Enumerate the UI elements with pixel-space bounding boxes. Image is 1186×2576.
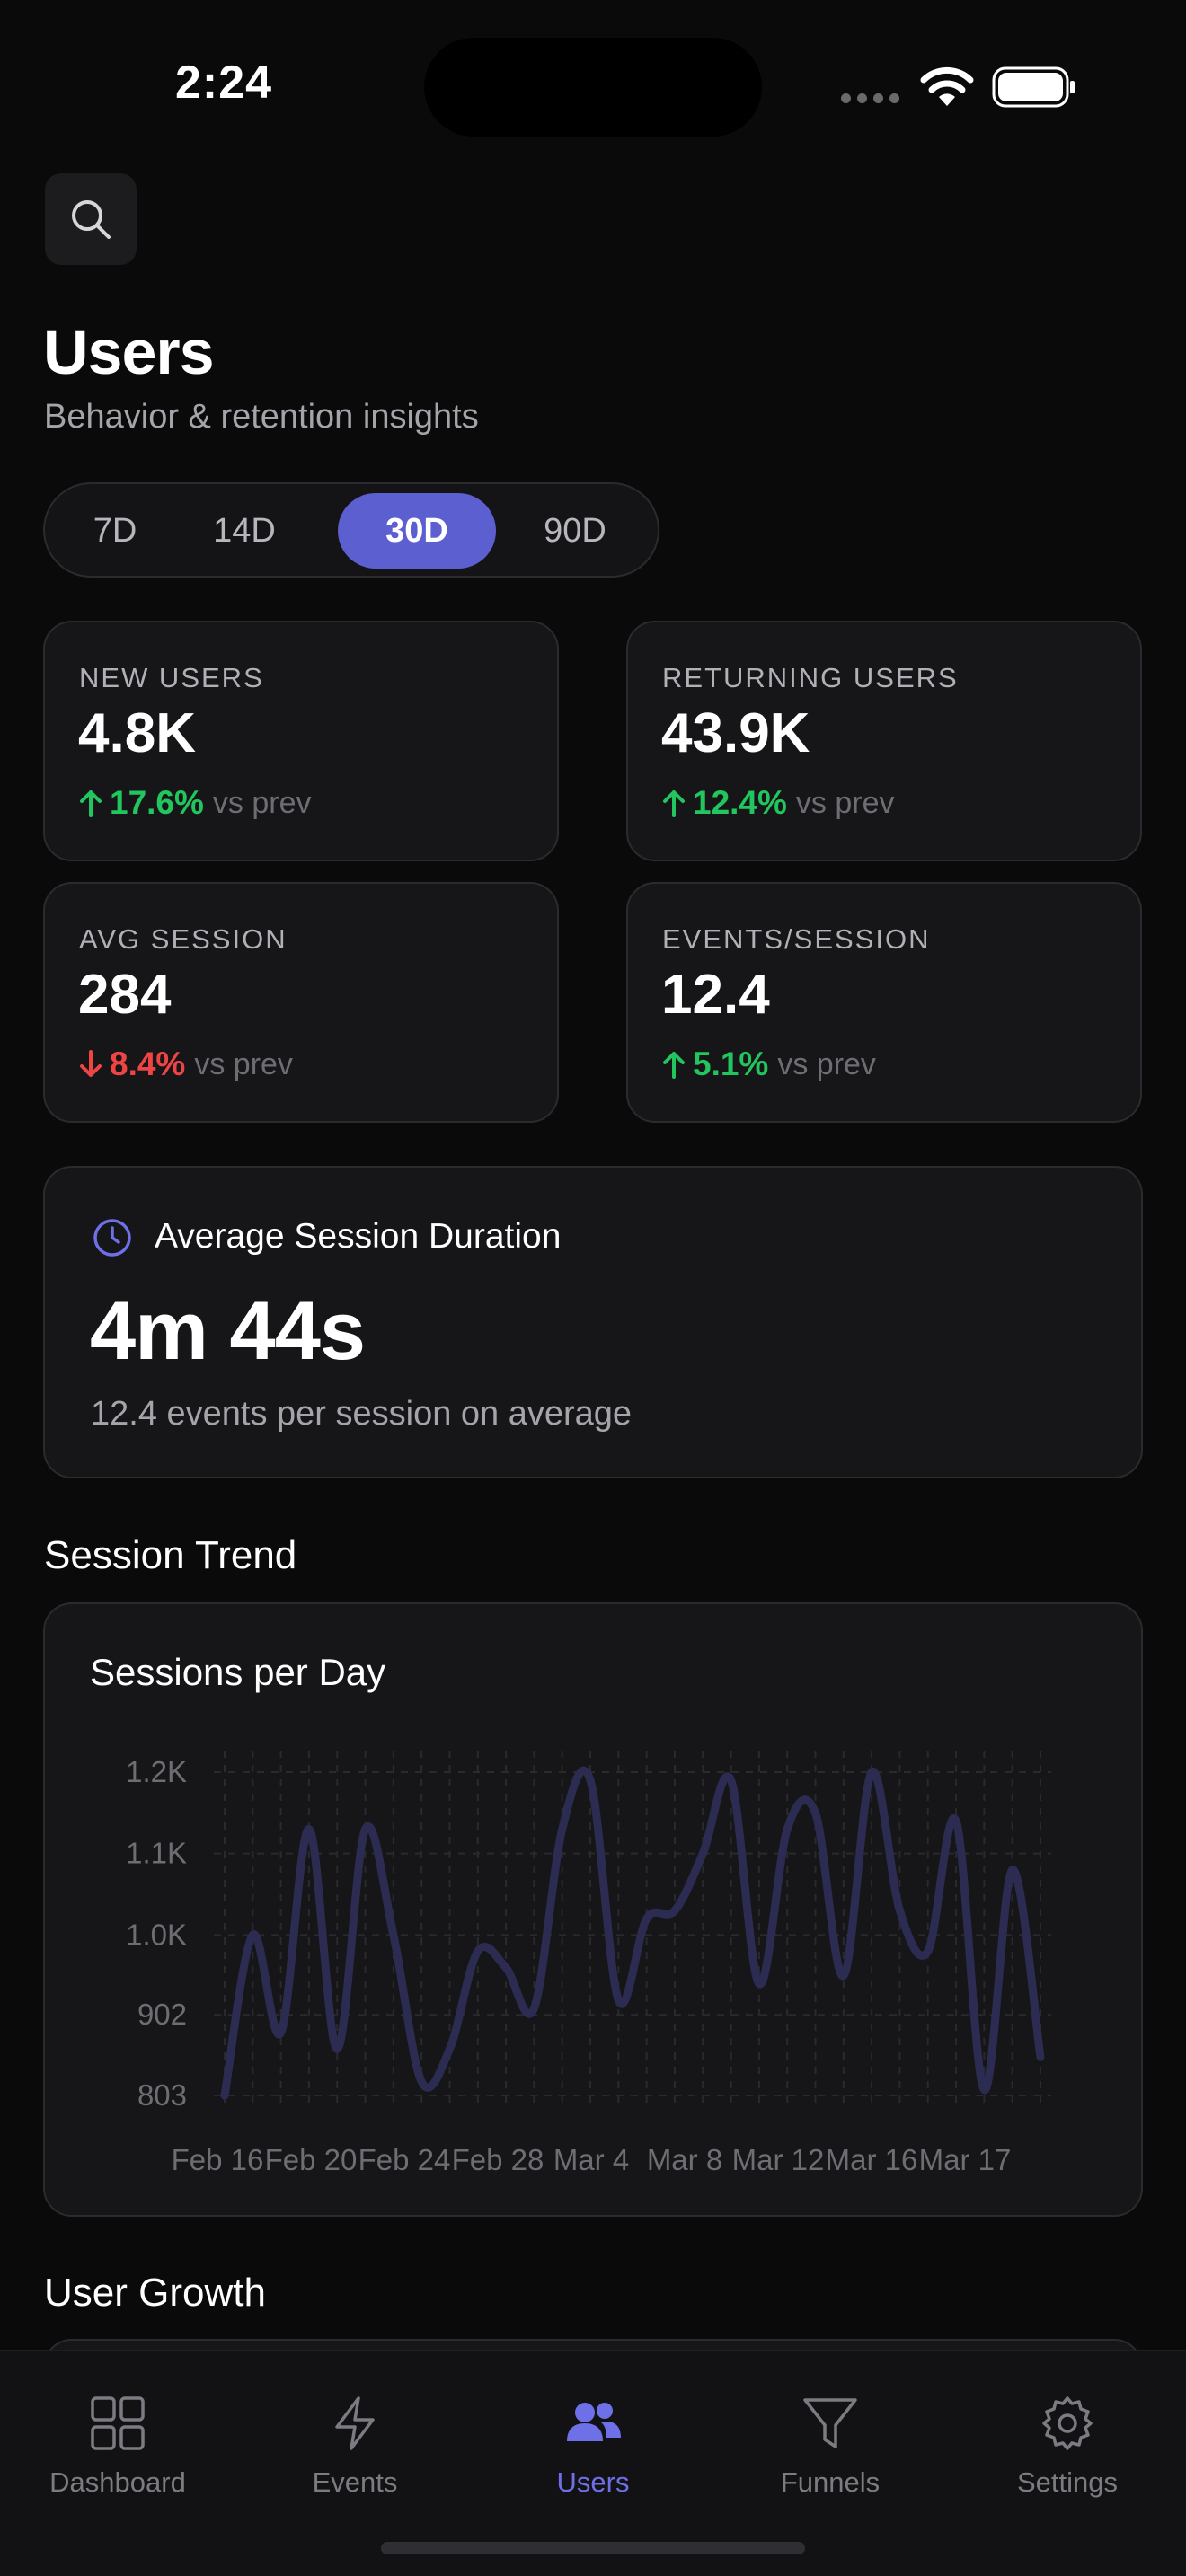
clock-icon <box>93 1219 131 1257</box>
metric-change-value: 5.1% <box>693 1045 769 1082</box>
wifi-icon <box>920 66 974 106</box>
status-time: 2:24 <box>175 57 273 109</box>
series-line-sessions <box>220 1766 1045 2100</box>
metric-change-suffix: vs prev <box>194 1046 293 1081</box>
metric-change-value: 12.4% <box>693 784 787 821</box>
tab-settings[interactable]: Settings <box>969 2395 1166 2499</box>
tab-label: Settings <box>1016 2466 1118 2498</box>
duration-value: 4m 44s <box>90 1285 366 1377</box>
metric-change-suffix: vs prev <box>212 785 312 820</box>
search-icon <box>72 200 111 239</box>
metric-card-returning-users[interactable]: RETURNING USERS 43.9K 12.4% vs prev <box>626 621 1142 861</box>
section-title-session-trend: Session Trend <box>44 1533 297 1577</box>
range-option-14d[interactable]: 14D <box>213 511 276 550</box>
range-option-7d[interactable]: 7D <box>93 511 137 550</box>
tab-users[interactable]: Users <box>494 2395 692 2499</box>
metric-label: NEW USERS <box>79 662 264 693</box>
gear-icon <box>1042 2396 1093 2450</box>
arrow-up-icon <box>80 790 102 817</box>
sessions-line-chart: 1.2K 1.1K 1.0K 902 803 Feb 16 Feb 20 Feb 24 Feb … <box>126 1751 1051 2176</box>
sessions-chart-card: Sessions per Day 1.2K 1.1K 1.0K 902 803 Feb 1… <box>43 1602 1143 2217</box>
users-icon <box>567 2403 621 2441</box>
tab-label: Funnels <box>780 2466 881 2498</box>
metric-value: 43.9K <box>661 702 810 764</box>
arrow-up-icon <box>663 1052 685 1079</box>
y-tick-label: 1.2K <box>126 1755 187 1788</box>
tab-label: Events <box>312 2466 398 2498</box>
y-tick-label: 1.0K <box>126 1918 187 1951</box>
home-indicator <box>381 2542 805 2554</box>
metric-change: 12.4% vs prev <box>662 784 895 822</box>
metric-card-events-per-session[interactable]: EVENTS/SESSION 12.4 5.1% vs prev <box>626 882 1142 1123</box>
status-bar: 2:24 <box>0 0 1186 171</box>
metric-change-suffix: vs prev <box>795 785 895 820</box>
tab-label: Users <box>556 2466 630 2498</box>
chart-title: Sessions per Day <box>90 1651 386 1693</box>
metric-change-value: 8.4% <box>110 1045 186 1082</box>
x-tick-label: Feb 16 <box>172 2143 264 2176</box>
metric-value: 284 <box>78 964 172 1026</box>
metric-change: 5.1% vs prev <box>662 1045 876 1083</box>
arrow-up-icon <box>663 790 685 817</box>
metric-label: EVENTS/SESSION <box>662 923 931 955</box>
metric-change-suffix: vs prev <box>777 1046 876 1081</box>
metric-label: RETURNING USERS <box>662 662 959 693</box>
cellular-signal-icon <box>841 93 899 103</box>
grid-icon <box>91 2396 145 2450</box>
search-button[interactable] <box>45 173 137 265</box>
session-duration-card: Average Session Duration 4m 44s 12.4 eve… <box>43 1166 1143 1478</box>
metric-change-value: 17.6% <box>110 784 204 821</box>
bolt-icon <box>335 2396 375 2450</box>
x-tick-label: Mar 17 <box>919 2143 1012 2176</box>
x-tick-label: Feb 20 <box>265 2143 358 2176</box>
y-tick-label: 902 <box>137 1998 187 2031</box>
date-range-selector: 7D 14D 30D 90D <box>43 482 659 578</box>
funnel-icon <box>803 2398 857 2448</box>
battery-icon <box>992 66 1075 108</box>
x-tick-label: Mar 16 <box>826 2143 918 2176</box>
tab-funnels[interactable]: Funnels <box>731 2395 929 2499</box>
duration-title: Average Session Duration <box>155 1217 562 1256</box>
metric-value: 4.8K <box>78 702 196 764</box>
x-tick-label: Mar 12 <box>732 2143 825 2176</box>
page-subtitle: Behavior & retention insights <box>44 398 479 436</box>
duration-subtitle: 12.4 events per session on average <box>91 1395 633 1433</box>
section-title-user-growth: User Growth <box>44 2271 266 2315</box>
tab-bar: Dashboard Events Users Funnels Settings <box>0 2350 1186 2576</box>
tab-dashboard[interactable]: Dashboard <box>19 2395 217 2499</box>
y-tick-label: 1.1K <box>126 1837 187 1870</box>
range-option-30d[interactable]: 30D <box>338 493 496 569</box>
metric-change: 8.4% vs prev <box>79 1045 293 1083</box>
metric-card-new-users[interactable]: NEW USERS 4.8K 17.6% vs prev <box>43 621 559 861</box>
metric-label: AVG SESSION <box>79 923 288 955</box>
dynamic-island <box>424 38 762 137</box>
y-tick-label: 803 <box>137 2078 187 2112</box>
x-tick-label: Feb 24 <box>358 2143 451 2176</box>
tab-events[interactable]: Events <box>256 2395 454 2499</box>
arrow-down-icon <box>80 1050 102 1077</box>
metric-change: 17.6% vs prev <box>79 784 312 822</box>
metric-value: 12.4 <box>661 964 770 1026</box>
tab-label: Dashboard <box>49 2466 186 2498</box>
metric-card-avg-session[interactable]: AVG SESSION 284 8.4% vs prev <box>43 882 559 1123</box>
x-tick-label: Feb 28 <box>452 2143 544 2176</box>
range-option-90d[interactable]: 90D <box>544 511 606 550</box>
x-tick-label: Mar 8 <box>647 2143 722 2176</box>
x-tick-label: Mar 4 <box>553 2143 629 2176</box>
page-title: Users <box>43 317 215 387</box>
